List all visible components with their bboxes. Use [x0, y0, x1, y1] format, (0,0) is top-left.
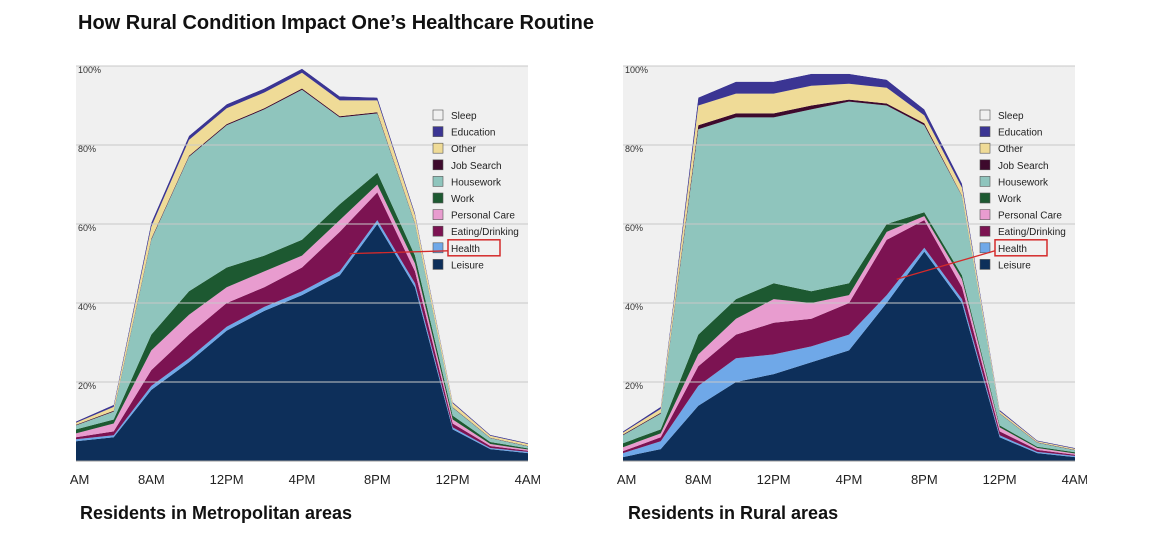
metro-area-leisure — [76, 224, 528, 461]
rural-legend-swatch-sleep — [979, 109, 991, 121]
rural-legend-label-other: Other — [998, 144, 1024, 155]
rural-legend-swatch-other — [979, 142, 991, 154]
metro-y-tick-label: 100% — [78, 65, 101, 75]
metro-y-tick-label: 80% — [78, 144, 96, 154]
rural-legend-label-health: Health — [998, 244, 1027, 255]
rural-x-tick-label: 12PM — [757, 472, 791, 487]
rural-legend-label-job-search: Job Search — [998, 161, 1049, 172]
metro-x-tick-label: 4PM — [289, 472, 316, 487]
rural-legend-label-housework: Housework — [998, 177, 1049, 188]
metro-legend-swatch-health — [432, 242, 444, 254]
rural-y-tick-label: 100% — [625, 65, 648, 75]
metro-y-tick-label: 20% — [78, 381, 96, 391]
metro-x-tick-label: 4AM — [515, 472, 540, 487]
rural-legend-label-leisure: Leisure — [998, 260, 1031, 271]
metro-x-tick-label: 8AM — [138, 472, 165, 487]
metro-y-tick-label: 40% — [78, 302, 96, 312]
rural-legend-swatch-health — [979, 242, 991, 254]
rural-y-tick-label: 80% — [625, 144, 643, 154]
rural-legend-swatch-work — [979, 192, 991, 204]
metro-legend-label-health: Health — [451, 244, 480, 255]
rural-legend-label-sleep: Sleep — [998, 111, 1024, 122]
rural-area-leisure — [623, 251, 1075, 461]
rural-x-tick-label: 8AM — [685, 472, 712, 487]
metro-legend-swatch-education — [432, 126, 444, 137]
metro-legend-label-other: Other — [451, 144, 477, 155]
rural-x-tick-label: 4AM — [617, 472, 636, 487]
rural-y-tick-label: 60% — [625, 223, 643, 233]
rural-legend-swatch-leisure — [979, 259, 991, 270]
chart-svg-rural: 20% 40% 60% 80% 100% 4AM 8AM 12PM 4PM 8PM 12PM 4AM S… — [610, 65, 1089, 487]
metro-legend-label-education: Education — [451, 128, 495, 139]
rural-legend-swatch-eating-drinking — [979, 225, 991, 237]
rural-legend-swatch-housework — [979, 176, 991, 187]
chart-rural: 20% 40% 60% 80% 100% 4AM 8AM 12PM 4PM 8PM 12PM 4AM S… — [610, 60, 1089, 490]
metro-legend-swatch-eating-drinking — [432, 225, 444, 237]
metro-y-tick-label: 60% — [78, 223, 96, 233]
chart-metropolitan: 20% 40% 60% 80% 100% 4AM 8AM 12PM 4PM 8PM 12PM 4AM S… — [63, 60, 542, 490]
metro-legend-label-job-search: Job Search — [451, 161, 502, 172]
rural-area-housework — [623, 101, 1075, 453]
page-title: How Rural Condition Impact One’s Healthc… — [78, 12, 594, 34]
rural-area-work — [623, 212, 1075, 454]
metro-legend-swatch-personal-care — [432, 209, 444, 220]
metro-x-tick-label: 12PM — [436, 472, 470, 487]
rural-legend-label-eating-drinking: Eating/Drinking — [998, 227, 1066, 238]
metro-legend-swatch-housework — [432, 176, 444, 187]
rural-area-health — [623, 247, 1075, 458]
metro-health-highlight-box — [447, 239, 501, 257]
rural-x-tick-label: 4AM — [1062, 472, 1087, 487]
metro-legend-label-eating-drinking: Eating/Drinking — [451, 227, 519, 238]
rural-health-highlight-box — [994, 239, 1048, 257]
metro-legend-label-personal-care: Personal Care — [451, 211, 515, 222]
metro-legend-label-housework: Housework — [451, 177, 502, 188]
metro-health-pointer-line — [349, 250, 449, 255]
rural-x-tick-label: 4PM — [836, 472, 863, 487]
metro-legend-label-sleep: Sleep — [451, 111, 477, 122]
metro-area-sleep — [76, 66, 528, 444]
metro-x-tick-label: 4AM — [70, 472, 89, 487]
metro-area-housework — [76, 89, 528, 449]
chart-svg-metropolitan: 20% 40% 60% 80% 100% 4AM 8AM 12PM 4PM 8PM 12PM 4AM S… — [63, 65, 542, 487]
metro-legend-swatch-job-search — [432, 159, 444, 171]
rural-legend-label-work: Work — [998, 194, 1022, 205]
subtitle-metropolitan: Residents in Metropolitan areas — [80, 503, 353, 523]
rural-legend-label-personal-care: Personal Care — [998, 211, 1062, 222]
metro-legend-swatch-other — [432, 142, 444, 154]
rural-legend-swatch-job-search — [979, 159, 991, 171]
metro-legend-swatch-work — [432, 192, 444, 204]
rural-y-tick-label: 40% — [625, 302, 643, 312]
rural-y-tick-label: 20% — [625, 381, 643, 391]
subtitle-rural: Residents in Rural areas — [628, 503, 839, 523]
metro-legend-label-leisure: Leisure — [451, 260, 484, 271]
rural-legend-swatch-personal-care — [979, 209, 991, 220]
rural-area-sleep — [623, 66, 1075, 448]
metro-legend-swatch-leisure — [432, 259, 444, 270]
metro-legend-swatch-sleep — [432, 109, 444, 121]
metro-x-tick-label: 12PM — [210, 472, 244, 487]
metro-legend-label-work: Work — [451, 194, 475, 205]
rural-x-tick-label: 12PM — [983, 472, 1017, 487]
rural-legend-swatch-education — [979, 126, 991, 137]
rural-health-pointer-line — [896, 250, 996, 280]
metro-x-tick-label: 8PM — [364, 472, 391, 487]
rural-legend-label-education: Education — [998, 128, 1042, 139]
rural-x-tick-label: 8PM — [911, 472, 938, 487]
